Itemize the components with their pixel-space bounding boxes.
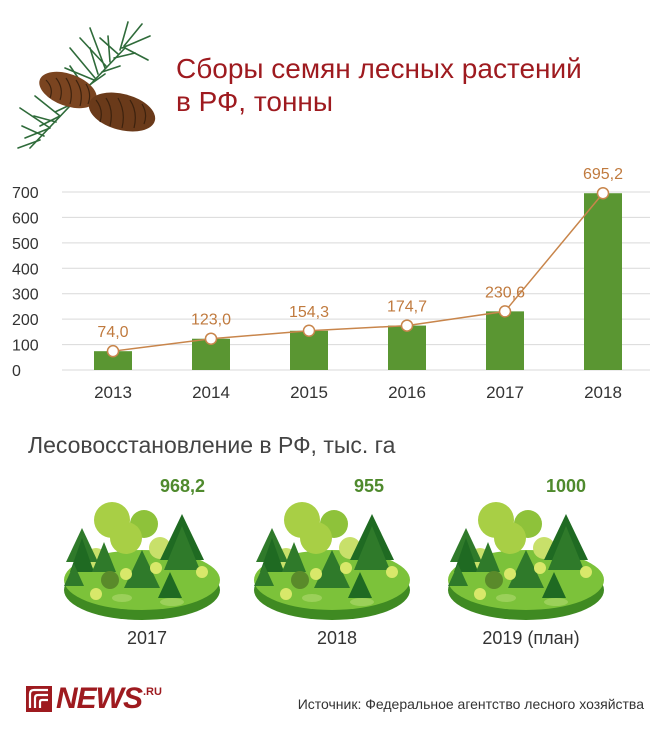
x-tick-label: 2015 — [290, 383, 328, 402]
y-tick-label: 300 — [12, 287, 39, 304]
bar — [94, 351, 132, 370]
bar — [290, 330, 328, 370]
y-axis-ticks: 0 100 200 300 400 500 600 700 — [12, 185, 39, 380]
seed-collection-bar-chart: 0 100 200 300 400 500 600 700 74,0 123,0 154,3 174… — [12, 166, 650, 402]
forest-year: 2017 — [126, 628, 168, 648]
news-logo[interactable]: NEWS .RU — [26, 682, 162, 716]
x-tick-label: 2013 — [94, 383, 132, 402]
forest-island-icon — [448, 502, 604, 620]
forest-value: 968,2 — [160, 476, 206, 496]
y-tick-label: 200 — [12, 312, 39, 329]
forest-item-2017: 968,2 2017 — [52, 470, 242, 660]
grid-layer — [62, 191, 650, 371]
forest-year: 2018 — [316, 628, 358, 648]
forest-island-icon — [254, 502, 410, 620]
bars — [94, 193, 622, 370]
x-axis-ticks: 2013 2014 2015 2016 2017 2018 — [94, 383, 622, 402]
forest-island-icon — [64, 502, 220, 620]
chart-title: Сборы семян лесных растений в РФ, тонны — [176, 53, 582, 117]
logo-text: NEWS — [56, 682, 143, 715]
data-label: 74,0 — [97, 324, 128, 341]
news-logo-icon — [26, 686, 52, 712]
footer: NEWS .RU Источник: Федеральное агентство… — [0, 676, 660, 726]
bar — [486, 311, 524, 370]
pine-branch-icon — [17, 21, 156, 149]
line-point — [106, 344, 120, 358]
forest-value: 955 — [354, 476, 385, 496]
value-labels: 74,0 123,0 154,3 174,7 230,6 695,2 — [97, 166, 623, 341]
bar — [388, 325, 426, 370]
y-tick-label: 500 — [12, 236, 39, 253]
y-tick-label: 400 — [12, 261, 39, 278]
forest-value: 1000 — [546, 476, 587, 496]
forest-year: 2019 (план) — [482, 628, 580, 648]
forest-item-2019: 1000 2019 (план) — [436, 470, 626, 660]
trend-line — [112, 192, 604, 352]
y-tick-label: 100 — [12, 338, 39, 355]
forest-item-2018: 955 2018 — [242, 470, 432, 660]
line-point — [596, 186, 610, 200]
reforestation-title: Лесовосстановление в РФ, тыс. га — [28, 432, 396, 458]
x-tick-label: 2014 — [192, 383, 230, 402]
y-tick-label: 0 — [12, 363, 21, 380]
logo-suffix: .RU — [143, 686, 162, 698]
data-label: 174,7 — [387, 299, 427, 316]
source-note: Источник: Федеральное агентство лесного … — [297, 696, 644, 712]
line-point — [400, 319, 414, 332]
y-tick-label: 700 — [12, 185, 39, 202]
x-tick-label: 2017 — [486, 383, 524, 402]
data-label: 123,0 — [191, 312, 231, 329]
x-tick-label: 2018 — [584, 383, 622, 402]
trend-line-layer — [106, 186, 610, 358]
bar — [584, 193, 622, 370]
data-label: 230,6 — [485, 284, 525, 301]
line-point — [302, 324, 316, 338]
line-point — [204, 332, 218, 345]
line-point — [498, 305, 512, 318]
x-tick-label: 2016 — [388, 383, 426, 402]
data-label: 154,3 — [289, 304, 329, 321]
y-tick-label: 600 — [12, 210, 39, 227]
data-label: 695,2 — [583, 166, 623, 183]
